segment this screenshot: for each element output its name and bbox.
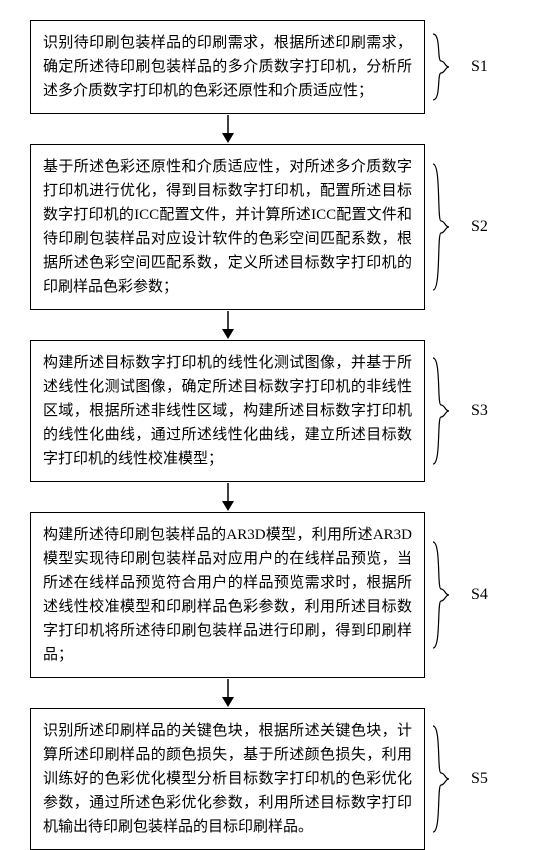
arrow-4 [30, 678, 425, 708]
step-label-s3: S3 [471, 402, 488, 420]
step-box-s1: 识别待印刷包装样品的印刷需求，根据所述印刷需求，确定所述待印刷包装样品的多介质数… [30, 20, 425, 114]
arrow-svg-3 [218, 483, 238, 511]
step-text-s2: 基于所述色彩还原性和介质适应性，对所述多介质数字打印机进行优化，得到目标数字打印… [31, 145, 424, 309]
brace-path-s5 [433, 726, 449, 832]
step-text-s3: 构建所述目标数字打印机的线性化测试图像，并基于所述线性化测试图像，确定所述目标数… [31, 341, 424, 481]
step-box-s5: 识别所述印刷样品的关键色块，根据所述关键色块，计算所述印刷样品的颜色损失，基于所… [30, 708, 425, 850]
step-text-s1: 识别待印刷包装样品的印刷需求，根据所述印刷需求，确定所述待印刷包装样品的多介质数… [31, 21, 424, 113]
step-label-s2: S2 [471, 218, 488, 236]
step-label-s5: S5 [471, 770, 488, 788]
brace-path-s1 [433, 34, 449, 100]
step-box-s2: 基于所述色彩还原性和介质适应性，对所述多介质数字打印机进行优化，得到目标数字打印… [30, 144, 425, 310]
step-row-s1: 识别待印刷包装样品的印刷需求，根据所述印刷需求，确定所述待印刷包装样品的多介质数… [30, 20, 488, 114]
step-text-s5: 识别所述印刷样品的关键色块，根据所述关键色块，计算所述印刷样品的颜色损失，基于所… [31, 709, 424, 849]
brace-s1 [431, 32, 451, 102]
step-row-s5: 识别所述印刷样品的关键色块，根据所述关键色块，计算所述印刷样品的颜色损失，基于所… [30, 708, 488, 850]
brace-s5 [431, 724, 451, 834]
arrow-svg-2 [218, 311, 238, 339]
flowchart-container: 识别待印刷包装样品的印刷需求，根据所述印刷需求，确定所述待印刷包装样品的多介质数… [0, 20, 537, 850]
arrow-svg-1 [218, 115, 238, 143]
brace-path-s3 [433, 358, 449, 464]
step-box-s4: 构建所述待印刷包装样品的AR3D模型，利用所述AR3D模型实现待印刷包装样品对应… [30, 512, 425, 678]
step-text-s4: 构建所述待印刷包装样品的AR3D模型，利用所述AR3D模型实现待印刷包装样品对应… [31, 513, 424, 677]
brace-s3 [431, 356, 451, 466]
brace-path-s4 [433, 542, 449, 648]
step-row-s2: 基于所述色彩还原性和介质适应性，对所述多介质数字打印机进行优化，得到目标数字打印… [30, 144, 488, 310]
step-label-s1: S1 [471, 58, 488, 76]
arrow-svg-4 [218, 679, 238, 707]
step-row-s3: 构建所述目标数字打印机的线性化测试图像，并基于所述线性化测试图像，确定所述目标数… [30, 340, 488, 482]
arrow-1 [30, 114, 425, 144]
arrow-2 [30, 310, 425, 340]
brace-s2 [431, 162, 451, 292]
step-box-s3: 构建所述目标数字打印机的线性化测试图像，并基于所述线性化测试图像，确定所述目标数… [30, 340, 425, 482]
brace-s4 [431, 540, 451, 650]
step-label-s4: S4 [471, 586, 488, 604]
brace-path-s2 [433, 164, 449, 290]
step-row-s4: 构建所述待印刷包装样品的AR3D模型，利用所述AR3D模型实现待印刷包装样品对应… [30, 512, 488, 678]
arrow-3 [30, 482, 425, 512]
